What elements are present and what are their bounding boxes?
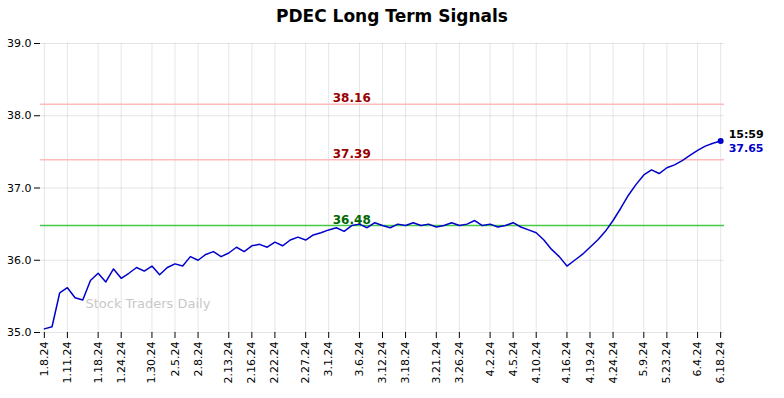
- svg-text:36.0: 36.0: [7, 254, 32, 267]
- html-text:PDEC Long Term Signals: PDEC Long Term Signals: [276, 6, 508, 26]
- svg-text:38.16: 38.16: [333, 91, 371, 105]
- svg-text:4.5.24: 4.5.24: [507, 342, 520, 377]
- svg-text:1.24.24: 1.24.24: [115, 342, 128, 384]
- svg-text:5.23.24: 5.23.24: [660, 342, 673, 384]
- svg-text:3.1.24: 3.1.24: [322, 342, 335, 377]
- svg-text:5.9.24: 5.9.24: [637, 342, 650, 377]
- svg-text:6.18.24: 6.18.24: [714, 342, 727, 384]
- svg-text:1.18.24: 1.18.24: [92, 342, 105, 384]
- svg-text:1.30.24: 1.30.24: [145, 342, 158, 384]
- svg-text:1.8.24: 1.8.24: [38, 342, 51, 377]
- svg-text:2.13.24: 2.13.24: [222, 342, 235, 384]
- svg-text:2.16.24: 2.16.24: [245, 342, 258, 384]
- svg-text:3.26.24: 3.26.24: [453, 342, 466, 384]
- svg-text:2.22.24: 2.22.24: [268, 342, 281, 384]
- svg-text:2.27.24: 2.27.24: [299, 342, 312, 384]
- svg-text:3.18.24: 3.18.24: [399, 342, 412, 384]
- svg-text:3.12.24: 3.12.24: [376, 342, 389, 384]
- svg-text:37.65: 37.65: [729, 142, 764, 155]
- svg-text:36.48: 36.48: [333, 213, 371, 227]
- svg-text:35.0: 35.0: [7, 326, 32, 339]
- svg-text:3.6.24: 3.6.24: [353, 342, 366, 377]
- svg-text:Stock Traders Daily: Stock Traders Daily: [86, 296, 211, 311]
- svg-text:2.8.24: 2.8.24: [192, 342, 205, 377]
- svg-text:4.2.24: 4.2.24: [484, 342, 497, 377]
- svg-text:3.21.24: 3.21.24: [430, 342, 443, 384]
- svg-text:38.0: 38.0: [7, 109, 32, 122]
- svg-text:37.0: 37.0: [7, 182, 32, 195]
- svg-text:4.10.24: 4.10.24: [530, 342, 543, 384]
- svg-text:4.19.24: 4.19.24: [584, 342, 597, 384]
- svg-text:37.39: 37.39: [333, 147, 371, 161]
- svg-text:2.5.24: 2.5.24: [169, 342, 182, 377]
- svg-text:4.24.24: 4.24.24: [607, 342, 620, 384]
- svg-text:1.11.24: 1.11.24: [61, 342, 74, 384]
- svg-text:6.4.24: 6.4.24: [691, 342, 704, 377]
- svg-text:39.0: 39.0: [7, 37, 32, 50]
- svg-text:4.16.24: 4.16.24: [560, 342, 573, 384]
- svg-text:15:59: 15:59: [729, 128, 764, 141]
